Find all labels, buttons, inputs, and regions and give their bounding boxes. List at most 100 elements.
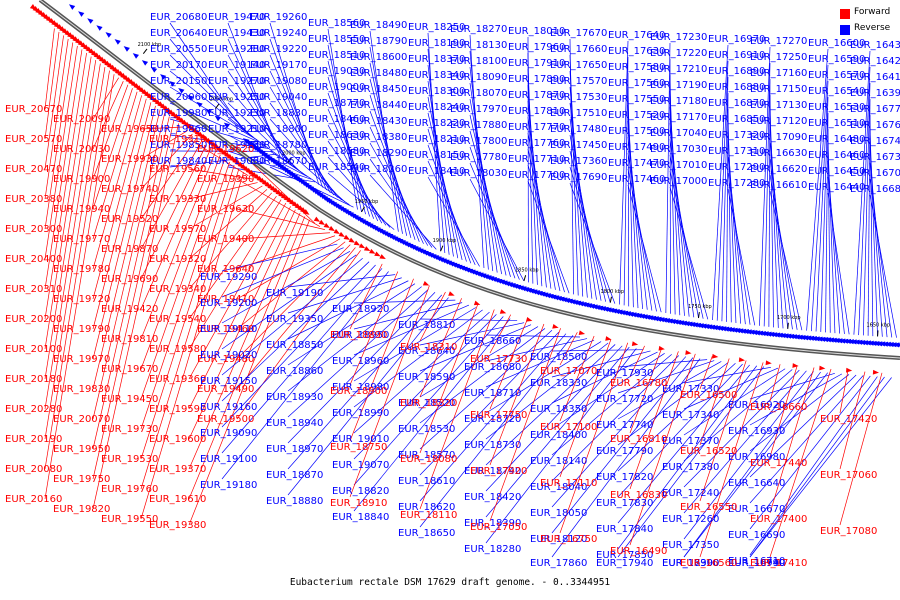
reverse-gene-arrow: [875, 341, 883, 347]
reverse-gene-arrow: [722, 326, 730, 332]
gene-label: EUR_19740: [101, 184, 158, 195]
gene-label: EUR_20090: [53, 114, 110, 125]
leader-line: [527, 100, 547, 288]
reverse-gene-arrow: [762, 331, 769, 337]
gene-label: EUR_18590: [398, 372, 455, 383]
leader-line: [669, 186, 709, 320]
gene-label: EUR_18290: [350, 148, 407, 159]
reverse-gene-arrow: [872, 341, 880, 347]
reverse-gene-arrow: [590, 304, 598, 310]
forward-gene-arrow: [313, 216, 321, 222]
leader-line: [140, 151, 216, 340]
reverse-gene-arrow: [793, 334, 800, 340]
gene-label: EUR_17910: [508, 58, 565, 69]
gene-label: EUR_18620: [398, 502, 455, 513]
leader-line: [469, 178, 525, 282]
reverse-gene-arrow: [613, 309, 620, 315]
reverse-gene-arrow: [767, 331, 775, 338]
gene-label: EUR_19630: [197, 204, 254, 215]
leader-line: [726, 92, 729, 322]
leader-line: [485, 338, 588, 362]
reverse-gene-arrow: [847, 339, 854, 345]
leader-line: [551, 356, 687, 508]
gene-label: EUR_20640: [150, 28, 207, 39]
gene-label: EUR_17060: [820, 470, 877, 481]
gene-label: EUR_18070: [450, 88, 507, 99]
leader-line: [44, 28, 55, 110]
gene-label: EUR_16920: [728, 400, 785, 411]
leader-line: [863, 82, 871, 336]
reverse-gene-arrow: [753, 330, 761, 336]
leader-line: [369, 174, 437, 250]
scale-tick: [523, 275, 527, 282]
gene-label: EUR_18740: [464, 466, 521, 477]
gene-label: EUR_17160: [750, 68, 807, 79]
gene-label: EUR_17840: [596, 524, 653, 535]
leader-line: [839, 370, 849, 414]
leader-line: [699, 360, 747, 502]
gene-label: EUR_17940: [596, 558, 653, 569]
leader-line: [617, 361, 722, 420]
gene-label: EUR_16550: [680, 502, 737, 513]
gene-label: EUR_17880: [450, 120, 507, 131]
gene-label: EUR_17030: [650, 144, 707, 155]
scale-tick: [787, 322, 789, 329]
leader-line: [427, 128, 467, 262]
gene-label: EUR_19610: [149, 494, 206, 505]
reverse-gene-arrow: [680, 320, 687, 326]
reverse-gene-arrow: [566, 298, 573, 304]
gene-label: EUR_18980: [332, 382, 389, 393]
reverse-gene-arrow: [683, 321, 690, 327]
gene-label: EUR_19150: [200, 376, 257, 387]
gene-label: EUR_16710: [728, 556, 785, 567]
gene-label: EUR_16530: [808, 102, 865, 113]
gene-label: EUR_18540: [308, 162, 365, 173]
gene-label: EUR_17000: [650, 176, 707, 187]
reverse-gene-arrow: [770, 332, 778, 338]
reverse-gene-arrow: [629, 312, 637, 318]
scale-tick: [142, 48, 148, 55]
reverse-gene-arrow: [533, 290, 541, 296]
scale-tick: [697, 311, 700, 319]
reverse-gene-arrow: [853, 339, 860, 345]
forward-swatch: [840, 9, 850, 19]
gene-label: EUR_18990: [332, 408, 389, 419]
gene-label: EUR_16390: [850, 88, 900, 99]
scale-tick-label: 2000 kbp: [282, 150, 306, 156]
leader-line: [169, 22, 243, 129]
gene-label: EUR_18210: [408, 134, 465, 145]
leader-line: [629, 345, 645, 378]
gene-label: EUR_20570: [5, 134, 62, 145]
leader-line: [469, 50, 489, 270]
gene-label: EUR_19390: [197, 174, 254, 185]
gene-label: EUR_17120: [750, 116, 807, 127]
gene-label: EUR_20070: [53, 414, 110, 425]
gene-label: EUR_18310: [400, 342, 457, 353]
leader-line: [44, 31, 60, 140]
gene-label: EUR_16730: [850, 152, 900, 163]
gene-label: EUR_17090: [750, 132, 807, 143]
gene-label: EUR_17780: [450, 152, 507, 163]
leader-line: [44, 59, 97, 380]
gene-label: EUR_18140: [530, 456, 587, 467]
leader-line: [559, 342, 629, 534]
gene-label: EUR_17210: [650, 64, 707, 75]
gene-label: EUR_17350: [662, 540, 719, 551]
gene-label: EUR_20280: [5, 404, 62, 415]
reverse-gene-arrow: [830, 337, 837, 343]
reverse-gene-arrow: [787, 333, 795, 340]
leader-line: [569, 118, 597, 300]
gene-label: EUR_17660: [550, 44, 607, 55]
gene-label: EUR_16880: [708, 82, 765, 93]
forward-gene-arrow: [765, 360, 772, 366]
reverse-gene-arrow: [669, 319, 676, 325]
gene-label: EUR_17550: [608, 94, 665, 105]
leader-line: [815, 80, 829, 332]
gene-label: EUR_16740: [850, 136, 900, 147]
reverse-gene-arrow: [610, 308, 618, 314]
gene-label: EUR_18920: [332, 304, 389, 315]
scale-tick-label: 2050 kbp: [210, 97, 234, 103]
leader-line: [769, 158, 793, 330]
gene-label: EUR_18100: [450, 56, 507, 67]
leader-line: [551, 352, 665, 430]
